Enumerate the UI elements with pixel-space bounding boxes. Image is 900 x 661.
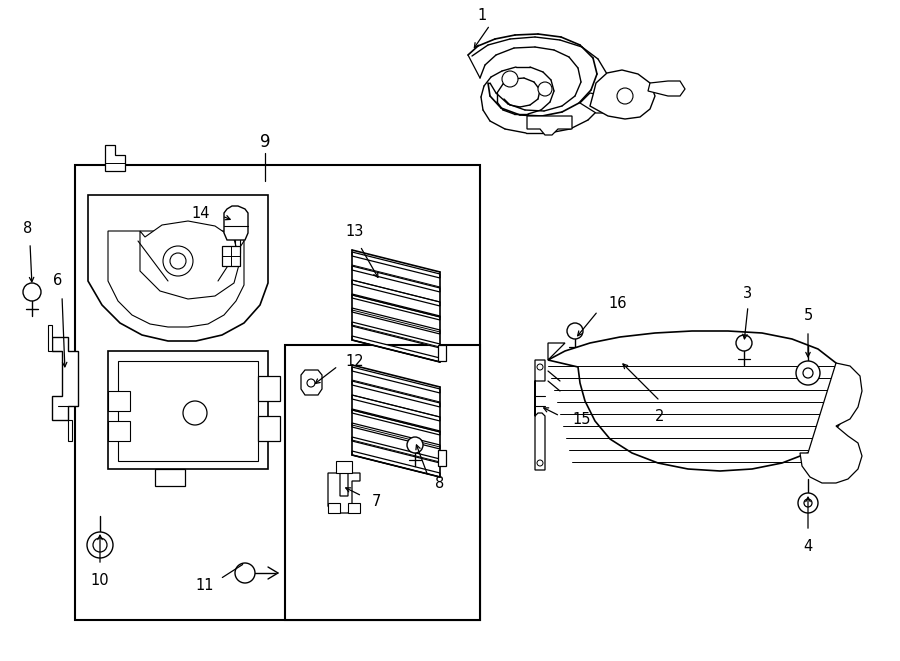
Polygon shape <box>108 421 130 441</box>
Polygon shape <box>800 363 862 483</box>
Circle shape <box>307 379 315 387</box>
Text: 7: 7 <box>372 494 382 508</box>
Bar <box>438 450 446 466</box>
Polygon shape <box>68 420 72 441</box>
Circle shape <box>736 335 752 351</box>
Circle shape <box>803 368 813 378</box>
Circle shape <box>407 437 423 453</box>
Polygon shape <box>352 395 440 421</box>
Polygon shape <box>48 325 52 351</box>
Polygon shape <box>328 503 340 513</box>
Polygon shape <box>108 231 244 327</box>
Polygon shape <box>52 337 78 420</box>
Polygon shape <box>222 246 240 266</box>
Text: 5: 5 <box>804 308 813 323</box>
Polygon shape <box>352 367 440 393</box>
Text: 10: 10 <box>91 573 109 588</box>
Bar <box>285 345 480 620</box>
Circle shape <box>567 323 583 339</box>
Polygon shape <box>88 195 268 341</box>
Polygon shape <box>108 391 130 411</box>
Text: 12: 12 <box>345 354 364 368</box>
Polygon shape <box>108 351 268 469</box>
Circle shape <box>617 88 633 104</box>
Text: 2: 2 <box>655 409 665 424</box>
Polygon shape <box>328 473 360 513</box>
Polygon shape <box>548 331 848 471</box>
Polygon shape <box>352 423 440 449</box>
Text: 8: 8 <box>23 221 32 236</box>
Bar <box>75 165 480 620</box>
Polygon shape <box>352 336 440 362</box>
Circle shape <box>502 71 518 87</box>
Circle shape <box>796 361 820 385</box>
Polygon shape <box>352 322 440 348</box>
Circle shape <box>170 253 186 269</box>
Polygon shape <box>352 252 440 278</box>
Circle shape <box>235 563 255 583</box>
Bar <box>438 345 446 361</box>
Text: 3: 3 <box>743 286 752 301</box>
Text: 9: 9 <box>260 133 270 151</box>
Polygon shape <box>118 361 258 461</box>
Circle shape <box>538 82 552 96</box>
Circle shape <box>93 538 107 552</box>
Polygon shape <box>352 266 440 292</box>
Polygon shape <box>352 308 440 334</box>
Text: 8: 8 <box>435 475 445 490</box>
Polygon shape <box>352 381 440 407</box>
Circle shape <box>23 283 41 301</box>
Circle shape <box>804 499 812 507</box>
Circle shape <box>183 401 207 425</box>
Text: 15: 15 <box>572 412 590 426</box>
Polygon shape <box>140 221 240 299</box>
Circle shape <box>537 364 543 370</box>
Text: 1: 1 <box>477 8 487 23</box>
Polygon shape <box>224 206 248 240</box>
Polygon shape <box>336 461 352 473</box>
Text: 13: 13 <box>346 224 365 239</box>
Polygon shape <box>527 116 572 135</box>
Text: 14: 14 <box>192 206 210 221</box>
Text: 6: 6 <box>53 273 63 288</box>
Polygon shape <box>548 343 565 360</box>
Polygon shape <box>590 70 655 119</box>
Text: 16: 16 <box>608 295 626 311</box>
Polygon shape <box>155 469 185 486</box>
Polygon shape <box>352 280 440 306</box>
Polygon shape <box>258 376 280 401</box>
Text: 11: 11 <box>196 578 214 594</box>
Circle shape <box>163 246 193 276</box>
Text: 4: 4 <box>804 539 813 554</box>
Circle shape <box>798 493 818 513</box>
Polygon shape <box>580 93 610 113</box>
Polygon shape <box>352 294 440 320</box>
Polygon shape <box>348 503 360 513</box>
Polygon shape <box>105 145 125 171</box>
Polygon shape <box>301 370 322 395</box>
Polygon shape <box>352 409 440 435</box>
Circle shape <box>537 460 543 466</box>
Polygon shape <box>352 437 440 463</box>
Polygon shape <box>648 81 685 96</box>
Polygon shape <box>535 360 545 470</box>
Polygon shape <box>352 451 440 477</box>
Circle shape <box>87 532 113 558</box>
Polygon shape <box>258 416 280 441</box>
